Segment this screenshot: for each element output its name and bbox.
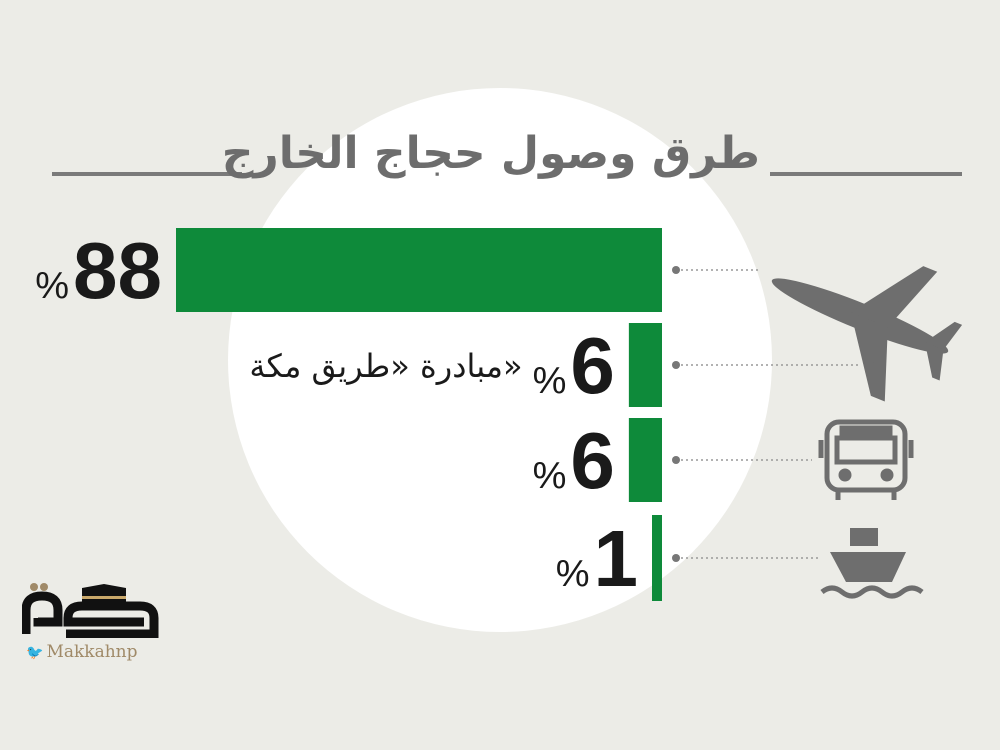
percent-sign: % — [556, 553, 590, 595]
leader-dot — [672, 266, 680, 274]
title-rule-left — [52, 172, 242, 176]
twitter-handle: 🐦 Makkahnp — [26, 642, 138, 662]
twitter-handle-text: Makkahnp — [46, 642, 138, 662]
bar-4 — [652, 515, 662, 601]
leader-dot — [672, 456, 680, 464]
airplane-icon — [771, 266, 963, 402]
background-circle — [228, 88, 772, 632]
bar-1 — [176, 228, 662, 312]
title-rule-right — [770, 172, 962, 176]
leader-dot — [672, 554, 680, 562]
makkah-logo — [21, 582, 162, 642]
percent-sign: % — [533, 455, 567, 497]
bar-2 — [628, 323, 662, 407]
category-label: مبادرة «طريق مكة» — [249, 347, 522, 385]
value-label: 1 — [594, 514, 639, 603]
percent-sign: % — [35, 265, 69, 307]
leader-dot — [672, 361, 680, 369]
bus-icon — [818, 419, 914, 500]
percent-sign: % — [533, 360, 567, 402]
twitter-icon: 🐦 — [26, 645, 44, 661]
bar-3 — [628, 418, 662, 502]
ship-icon — [820, 528, 924, 599]
value-label: 88 — [73, 226, 162, 315]
chart-title: طرق وصول حجاج الخارج — [221, 128, 760, 179]
value-label: 6 — [570, 416, 615, 505]
value-label: 6 — [570, 321, 615, 410]
